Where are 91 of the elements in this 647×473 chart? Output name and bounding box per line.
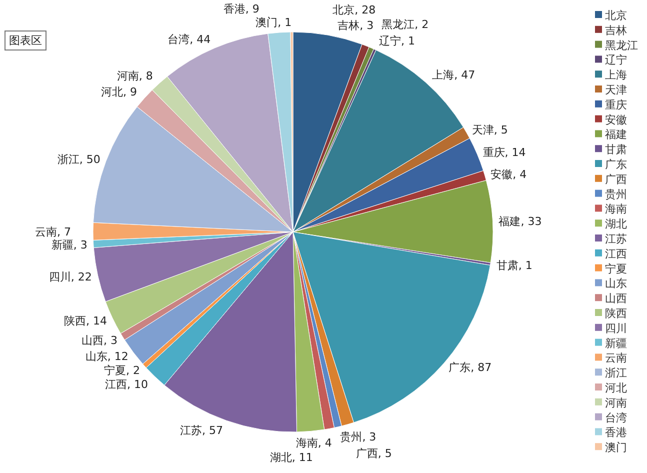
slice-label: 陕西 xyxy=(64,314,86,328)
slice-label: 辽宁 xyxy=(378,34,401,48)
legend-label: 陕西 xyxy=(605,307,627,320)
legend-label: 江苏 xyxy=(605,232,627,246)
slice-label: 甘肃 xyxy=(496,258,518,272)
legend-label: 山西 xyxy=(605,292,627,306)
slice-label: 香港 xyxy=(223,2,246,16)
slice-label: 广西 xyxy=(356,447,378,460)
data-label: , 1 xyxy=(278,16,292,30)
slice-label: 北京 xyxy=(332,4,355,16)
legend-label: 海南 xyxy=(605,202,627,216)
data-label: , 33 xyxy=(520,214,542,228)
slice-label: 台湾 xyxy=(168,32,190,46)
legend-label: 广西 xyxy=(605,172,627,186)
slice-label: 天津 xyxy=(472,124,494,137)
data-label: , 2 xyxy=(414,18,429,32)
data-label: , 87 xyxy=(470,360,492,374)
slice-label: 新疆 xyxy=(51,238,74,252)
data-label: , 3 xyxy=(103,334,118,347)
legend-label: 山东 xyxy=(605,277,627,290)
slice-label: 澳门 xyxy=(256,16,278,30)
legend-label: 河南 xyxy=(605,396,627,410)
slice-label: 宁夏 xyxy=(104,364,126,377)
slice-label: 上海 xyxy=(432,68,454,82)
data-label: , 1 xyxy=(518,258,532,272)
legend-label: 宁夏 xyxy=(605,262,627,276)
legend-label: 福建 xyxy=(605,128,627,142)
legend-label: 天津 xyxy=(605,84,627,96)
legend-label: 北京 xyxy=(605,9,627,22)
slice-label: 吉林 xyxy=(338,19,360,32)
legend-label: 湖北 xyxy=(605,218,627,231)
data-label: , 44 xyxy=(190,32,211,46)
data-label: , 47 xyxy=(454,68,476,82)
legend-label: 香港 xyxy=(605,426,627,440)
legend-label: 广东 xyxy=(605,158,627,171)
slice-label: 湖北 xyxy=(270,451,292,464)
slice-label: 安徽 xyxy=(490,168,513,181)
data-label: , 2 xyxy=(126,364,140,377)
data-label: , 4 xyxy=(512,168,527,181)
slice-label: 海南 xyxy=(296,436,318,450)
legend-label: 甘肃 xyxy=(605,143,627,156)
data-label: , 8 xyxy=(138,70,153,83)
legend-label: 四川 xyxy=(605,322,627,335)
data-label: , 22 xyxy=(70,270,92,284)
slice-label: 贵州 xyxy=(340,430,362,444)
legend-label: 上海 xyxy=(605,68,627,82)
legend-label: 黑龙江 xyxy=(605,38,638,52)
slice-label: 福建 xyxy=(498,214,521,228)
legend-label: 河北 xyxy=(605,382,627,394)
data-label: , 3 xyxy=(73,238,88,252)
data-label: , 10 xyxy=(127,378,148,391)
data-label: , 9 xyxy=(123,85,137,98)
legend-label: 贵州 xyxy=(605,188,627,201)
data-label: , 28 xyxy=(354,4,376,16)
legend-label: 澳门 xyxy=(605,441,627,454)
legend-label: 重庆 xyxy=(605,98,627,112)
slice-label: 浙江 xyxy=(57,153,80,166)
slice-label: 山西 xyxy=(81,334,104,347)
slice-label: 广东 xyxy=(448,360,471,374)
slice-label: 江西 xyxy=(105,378,128,391)
data-label: , 11 xyxy=(292,451,313,464)
legend-label: 江西 xyxy=(605,247,627,260)
data-label: , 14 xyxy=(86,314,107,328)
data-label: , 57 xyxy=(202,424,223,437)
slice-label: 四川 xyxy=(48,270,71,284)
data-label: , 50 xyxy=(79,153,100,166)
legend-label: 辽宁 xyxy=(605,54,627,67)
data-label: , 3 xyxy=(362,430,376,444)
slice-label: 山东 xyxy=(85,350,108,363)
text: 图表区 xyxy=(9,34,42,47)
data-label: , 12 xyxy=(107,350,128,363)
legend-label: 浙江 xyxy=(605,366,627,380)
legend-label: 新疆 xyxy=(605,336,627,350)
slice-label: 河南 xyxy=(116,70,139,83)
data-label: , 4 xyxy=(318,436,332,450)
data-label: , 3 xyxy=(360,19,374,32)
legend-label: 安徽 xyxy=(605,113,627,126)
slice-label: 黑龙江 xyxy=(382,18,415,32)
data-label: , 1 xyxy=(400,34,415,48)
slice-label: 云南 xyxy=(35,225,57,238)
data-label: , 7 xyxy=(57,225,71,238)
legend-label: 台湾 xyxy=(605,411,627,424)
slice-label: 河北 xyxy=(101,85,123,98)
legend-label: 吉林 xyxy=(605,24,627,37)
legend-label: 云南 xyxy=(605,352,627,365)
slice-label: 重庆 xyxy=(482,146,505,159)
data-label: , 5 xyxy=(494,124,508,137)
data-label: , 5 xyxy=(378,447,392,460)
data-label: , 9 xyxy=(245,2,260,16)
data-label: , 14 xyxy=(504,146,526,159)
slice-label: 江苏 xyxy=(180,424,202,437)
